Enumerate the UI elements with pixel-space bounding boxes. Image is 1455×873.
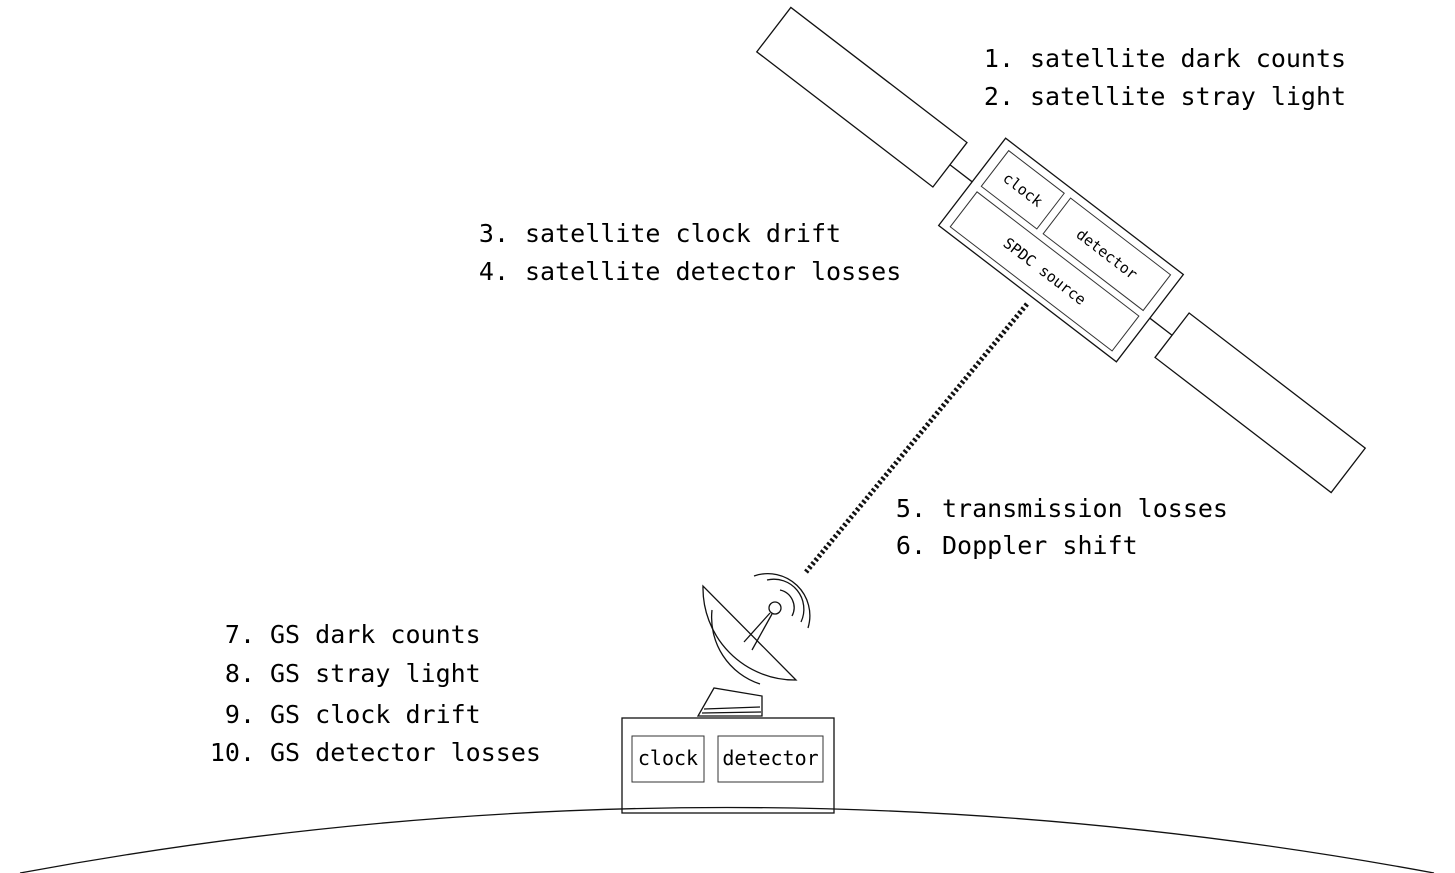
satellite-source-box [949,191,1140,352]
label-1-text: satellite dark counts [1030,44,1346,73]
label-6-text: Doppler shift [942,531,1138,560]
ground-station-base [621,717,835,814]
gs-detector-box [717,735,824,783]
gs-detector-label: detector [722,746,818,770]
label-group-satellite-top: 1. satellite dark counts 2. satellite st… [984,44,1346,111]
label-8-num: 8. [225,659,255,688]
label-5-num: 5. [896,494,926,523]
label-10-text: GS detector losses [270,738,541,767]
label-7-num: 7. [225,620,255,649]
label-2-text: satellite stray light [1030,82,1346,111]
label-group-satellite-mid: 3. satellite clock drift 4. satellite de… [479,219,901,286]
ground-station: clock detector [621,573,835,814]
satellite-source-label: SPDC source [1000,234,1090,309]
label-9-num: 9. [225,700,255,729]
label-9-text: GS clock drift [270,700,481,729]
label-10-num: 10. [210,738,255,767]
dish [702,584,798,681]
label-3-text: satellite clock drift [525,219,841,248]
label-3-num: 3. [479,219,509,248]
label-4-text: satellite detector losses [525,257,901,286]
solar-panel-left [755,6,968,188]
label-4-num: 4. [479,257,509,286]
satellite-strut-left [949,164,973,183]
satellite-strut-right [1149,317,1173,336]
label-7-text: GS dark counts [270,620,481,649]
label-group-ground: 7. GS dark counts 8. GS stray light 9. G… [210,620,541,767]
satellite-detector-box [1042,197,1172,312]
dish-feed [768,601,782,615]
label-6-num: 6. [896,531,926,560]
label-5-text: transmission losses [942,494,1228,523]
label-2-num: 2. [984,82,1014,111]
earth-horizon [19,806,1435,873]
satellite-clock-box [980,149,1065,230]
gs-clock-label: clock [638,746,698,770]
label-8-text: GS stray light [270,659,481,688]
label-group-link: 5. transmission losses 6. Doppler shift [896,494,1228,560]
dish-pedestal [696,687,763,717]
satellite-body [937,137,1185,363]
satellite-clock-label: clock [999,169,1046,211]
gs-clock-box [631,735,705,783]
solar-panel-right [1154,312,1367,494]
signal-wave-icon [779,589,795,617]
label-1-num: 1. [984,44,1014,73]
